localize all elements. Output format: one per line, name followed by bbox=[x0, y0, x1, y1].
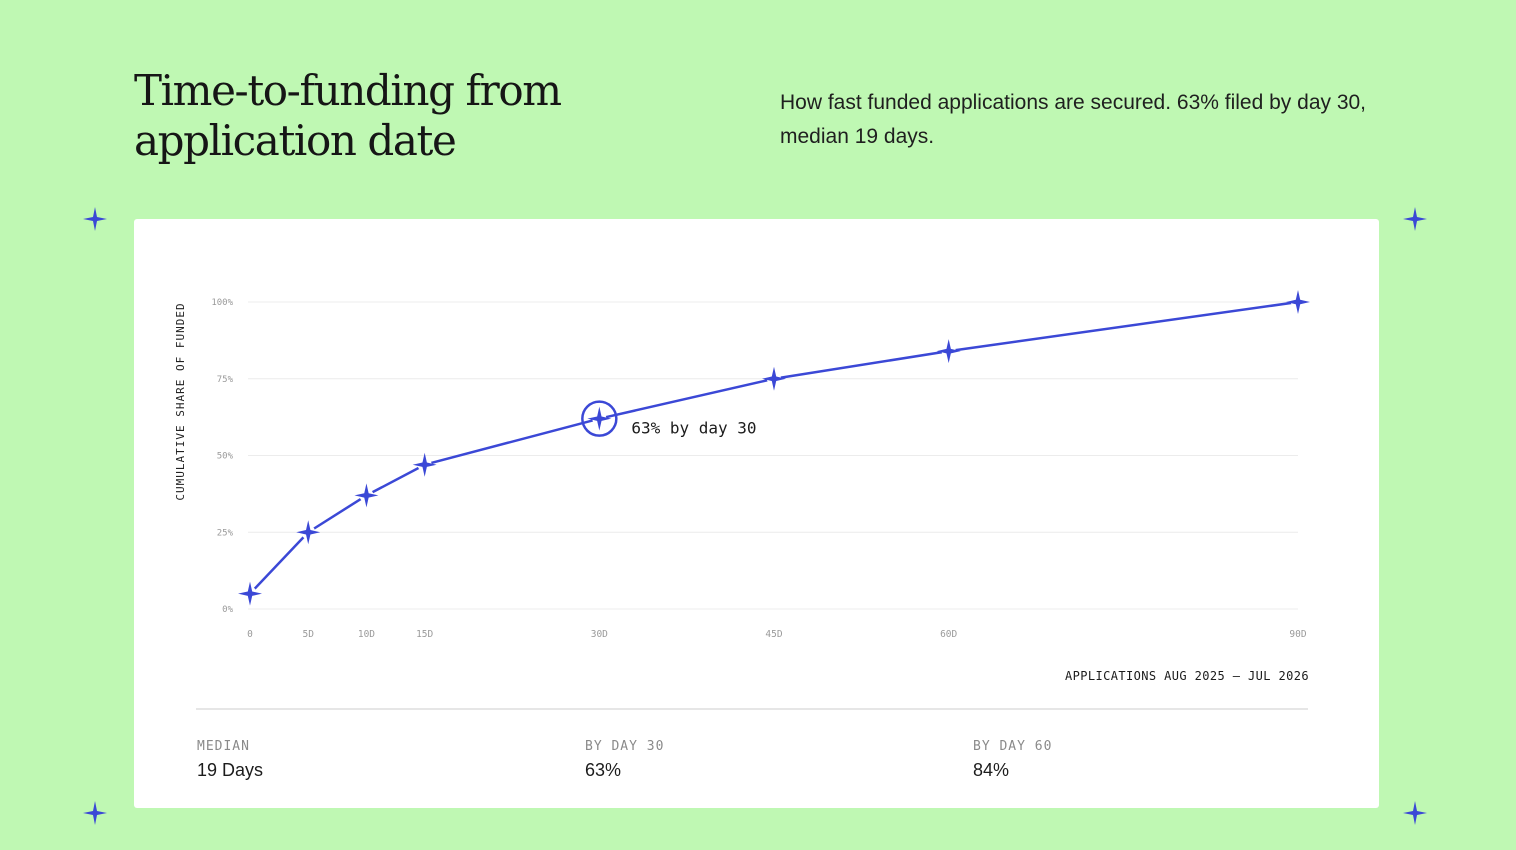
sparkle-icon bbox=[83, 207, 107, 231]
stat-value: 84% bbox=[973, 760, 1010, 780]
chart-caption: APPLICATIONS AUG 2025 – JUL 2026 bbox=[1065, 669, 1309, 683]
data-point bbox=[762, 366, 786, 391]
data-point bbox=[587, 406, 612, 431]
x-tick-label: 30D bbox=[591, 629, 608, 640]
funding-line-chart: 0% 25% 50% 75% 100% 0 5D 10D 15D 30D 45D 60D 90D CUMU… bbox=[174, 290, 1310, 640]
data-point bbox=[354, 483, 379, 508]
data-point bbox=[296, 520, 321, 545]
series-line bbox=[249, 300, 1299, 595]
stat-by-day-30: BY DAY 30 63% bbox=[585, 739, 664, 781]
x-tick-label: 5D bbox=[302, 629, 314, 640]
stat-median: MEDIAN 19 Days bbox=[197, 739, 263, 781]
x-tick-label: 10D bbox=[358, 629, 375, 640]
chart-card: 0% 25% 50% 75% 100% 0 5D 10D 15D 30D 45D 60D 90D CUMU… bbox=[134, 219, 1379, 808]
data-point bbox=[412, 452, 437, 477]
y-tick-label: 50% bbox=[217, 452, 234, 462]
x-tick-label: 60D bbox=[940, 629, 957, 640]
stat-value: 19 Days bbox=[197, 760, 264, 780]
stat-value: 63% bbox=[585, 760, 622, 780]
page-subtitle: How fast funded applications are secured… bbox=[780, 91, 1367, 148]
data-point bbox=[936, 339, 961, 364]
stat-label: BY DAY 30 bbox=[585, 739, 665, 754]
sparkle-icon bbox=[1403, 801, 1427, 825]
x-tick-label: 15D bbox=[416, 629, 433, 640]
y-tick-label: 0% bbox=[222, 605, 233, 615]
annotation-label: 63% by day 30 bbox=[631, 419, 756, 438]
y-axis-label: CUMULATIVE SHARE OF FUNDED bbox=[174, 302, 187, 500]
data-point bbox=[1286, 290, 1310, 314]
sparkle-icon bbox=[1403, 207, 1427, 231]
stat-by-day-60: BY DAY 60 84% bbox=[973, 739, 1052, 781]
y-tick-label: 25% bbox=[217, 528, 234, 538]
x-tick-label: 90D bbox=[1289, 629, 1306, 640]
divider bbox=[196, 708, 1308, 710]
y-tick-label: 75% bbox=[217, 375, 234, 385]
stat-label: MEDIAN bbox=[197, 739, 250, 754]
stat-label: BY DAY 60 bbox=[973, 739, 1053, 754]
x-tick-label: 0 bbox=[247, 629, 253, 640]
data-point bbox=[238, 581, 262, 606]
sparkle-icon bbox=[83, 801, 107, 825]
x-tick-label: 45D bbox=[765, 629, 782, 640]
y-tick-label: 100% bbox=[211, 298, 233, 308]
annotation-ring bbox=[581, 400, 618, 437]
page-title: Time-to-funding from application date bbox=[134, 66, 562, 165]
